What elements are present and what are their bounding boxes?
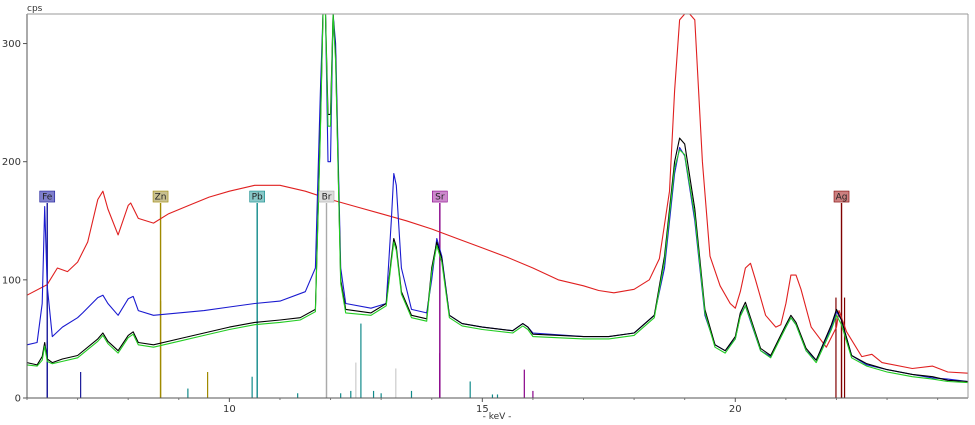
element-tag-label: Br xyxy=(322,193,332,203)
axis-layer: cps - keV - 0 100 200 300 10 15 20 xyxy=(2,4,969,422)
element-tag-box xyxy=(249,190,265,203)
element-tag-box xyxy=(432,190,448,203)
element-tag-box xyxy=(152,190,169,203)
spectrum-series-1 xyxy=(26,13,969,374)
element-tag-label: Pb xyxy=(252,193,263,203)
element-tag-label: Fe xyxy=(42,193,53,203)
element-tag-box xyxy=(39,190,56,203)
element-tag-br[interactable]: Br xyxy=(318,190,335,203)
element-tag-zn[interactable]: Zn xyxy=(152,190,169,203)
x-tick-label: 20 xyxy=(729,404,742,415)
element-tag-sr[interactable]: Sr xyxy=(432,190,448,203)
y-tick-label: 300 xyxy=(2,39,21,50)
element-tag-label: Sr xyxy=(435,193,445,203)
element-tag-ag[interactable]: Ag xyxy=(833,190,850,203)
element-tag-layer[interactable]: Fe Zn Pb Br Sr Ag xyxy=(39,190,850,203)
element-tag-label: Ag xyxy=(836,193,848,203)
y-tick-label: 200 xyxy=(2,157,21,168)
y-tick-label: 0 xyxy=(15,394,21,405)
spectrum-series-4 xyxy=(26,13,969,384)
element-tag-box xyxy=(833,190,850,203)
spectrum-series-layer xyxy=(26,13,969,384)
x-tick-label: 15 xyxy=(476,404,489,415)
x-tick-label: 10 xyxy=(223,404,236,415)
y-tick-label: 100 xyxy=(2,275,21,286)
element-tag-fe[interactable]: Fe xyxy=(39,190,56,203)
element-tag-box xyxy=(318,190,335,203)
x-axis-label: - keV - xyxy=(483,412,512,422)
element-tag-pb[interactable]: Pb xyxy=(249,190,265,203)
spectrum-series-3 xyxy=(26,13,969,383)
y-axis-label: cps xyxy=(27,4,43,14)
element-tag-label: Zn xyxy=(155,193,167,203)
